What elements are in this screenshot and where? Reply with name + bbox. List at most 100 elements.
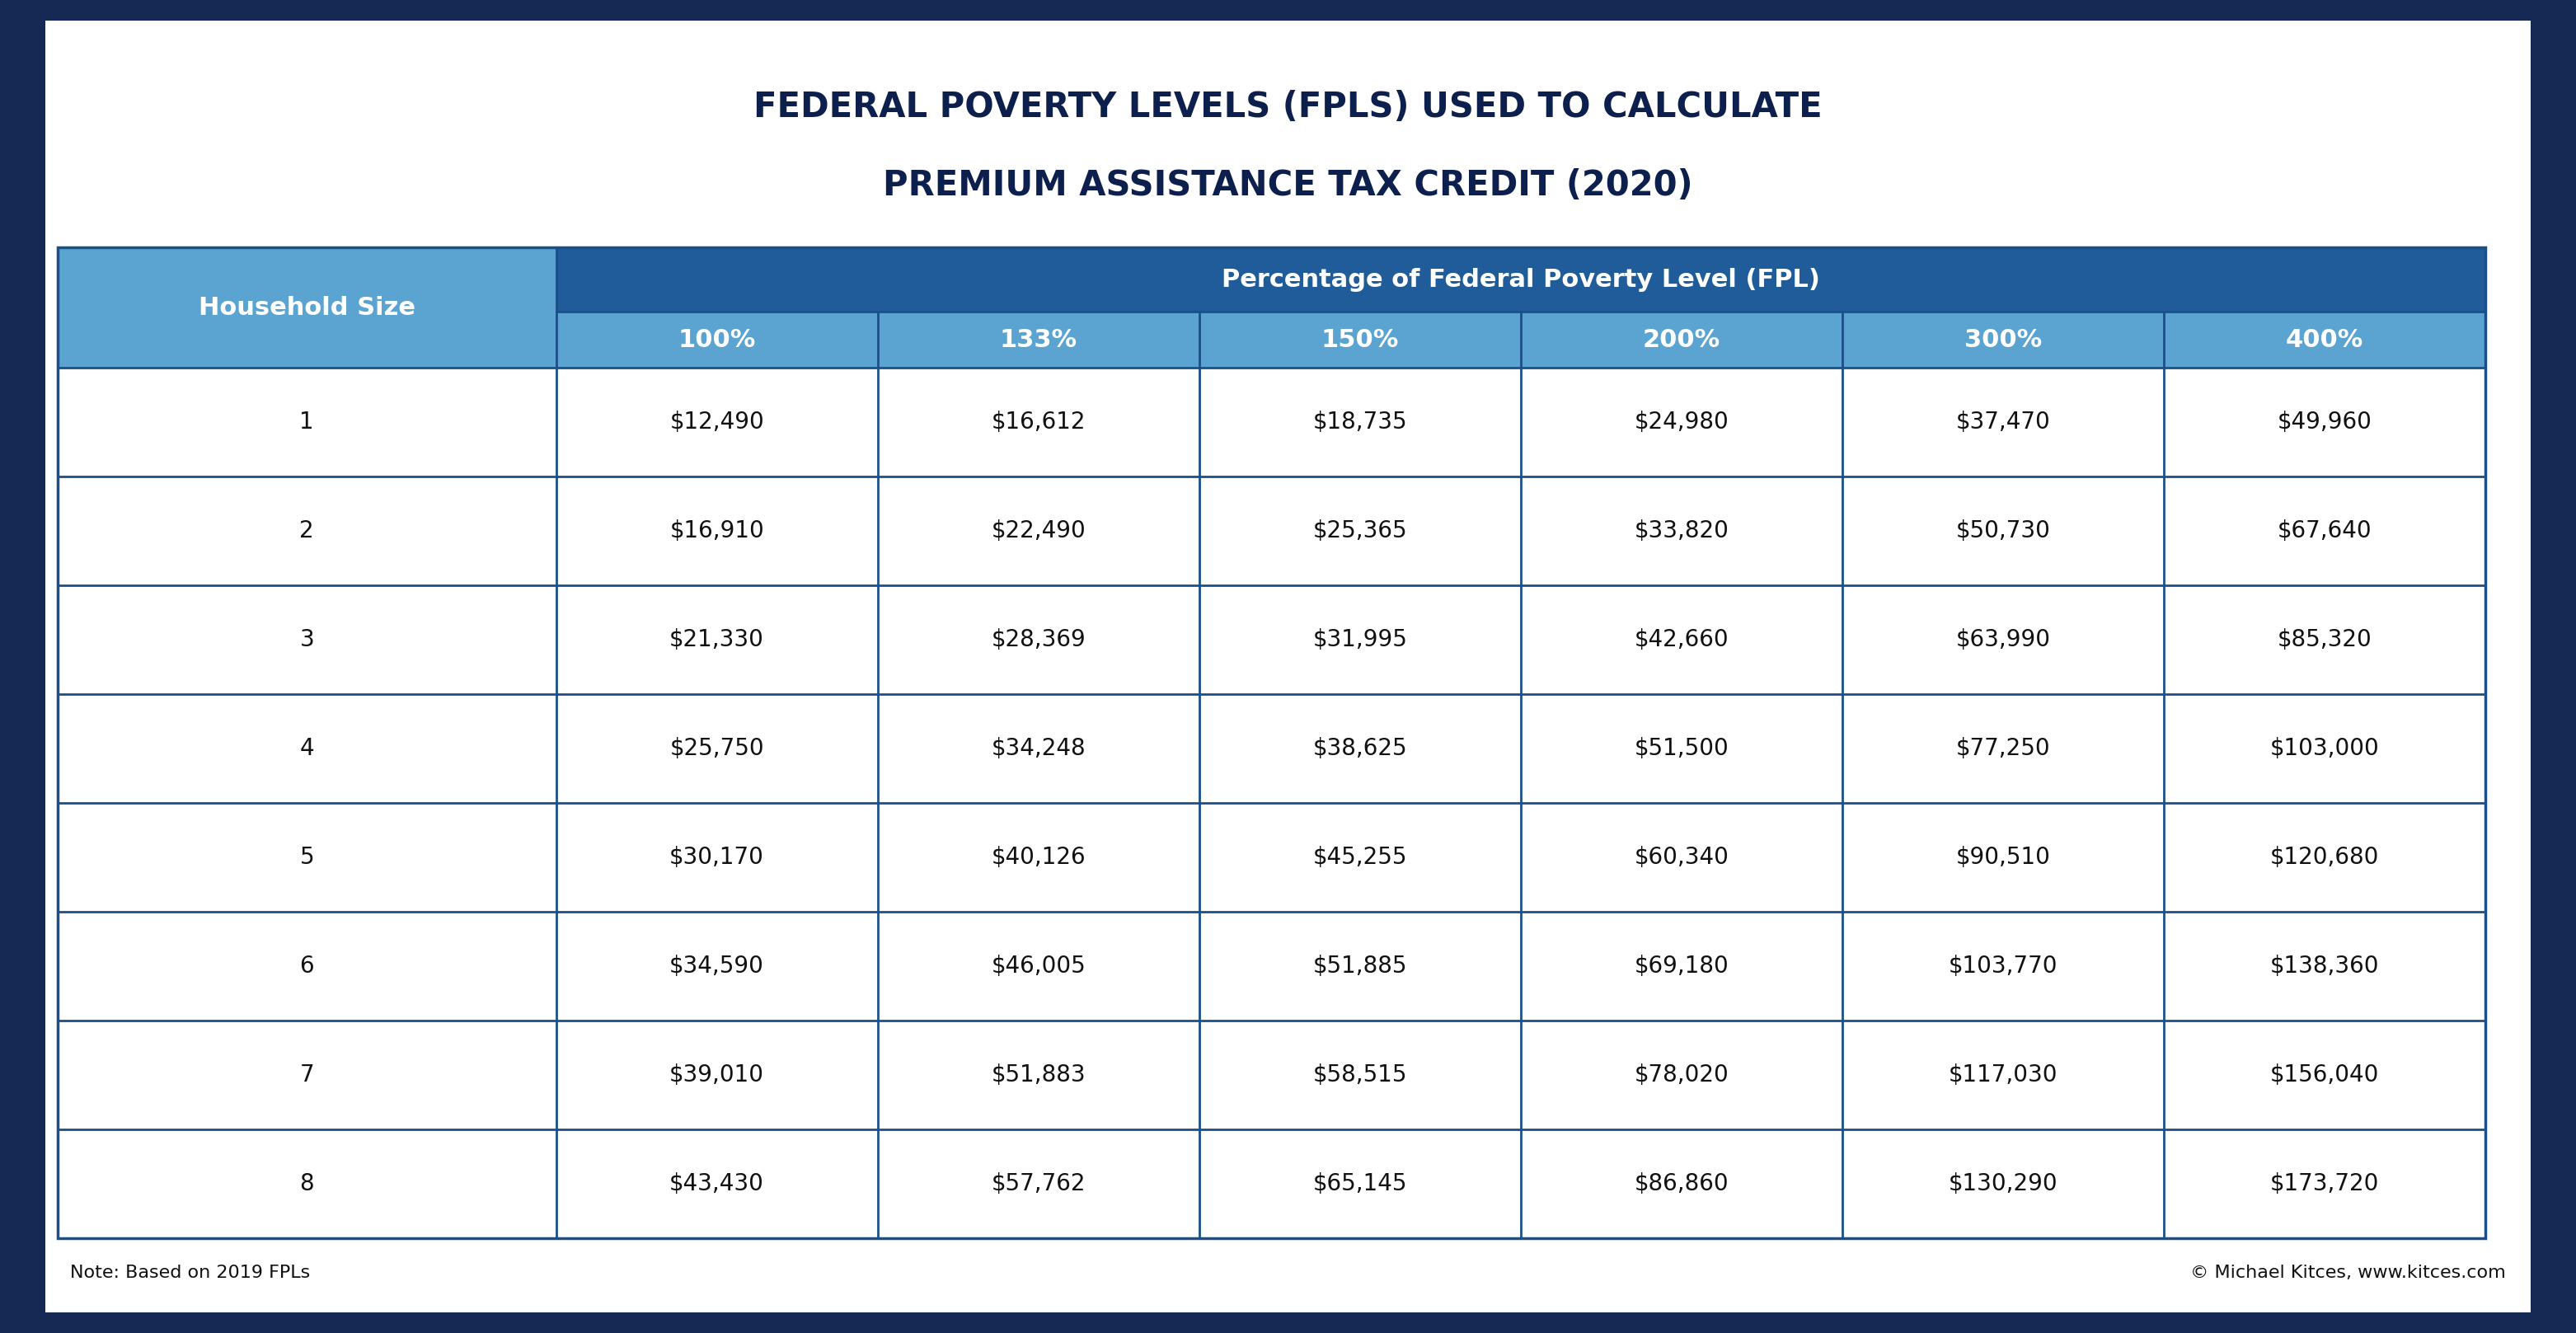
Bar (1842, 912, 2164, 1021)
Bar (1520, 585, 1842, 694)
Bar (1842, 312, 2164, 368)
Bar (46, 1313, 2530, 1333)
Text: Note: Based on 2019 FPLs: Note: Based on 2019 FPLs (70, 1265, 309, 1281)
Bar (878, 802, 1200, 912)
Bar (1200, 476, 1520, 585)
Bar (2164, 368, 2486, 476)
Text: FEDERAL POVERTY LEVELS (FPLS) USED TO CALCULATE: FEDERAL POVERTY LEVELS (FPLS) USED TO CA… (755, 89, 1821, 124)
Text: 7: 7 (299, 1064, 314, 1086)
Text: 100%: 100% (677, 328, 755, 352)
Bar (2164, 802, 2486, 912)
Bar (878, 1021, 1200, 1129)
Bar (1842, 694, 2164, 802)
Bar (1842, 368, 2164, 476)
Text: $51,883: $51,883 (992, 1064, 1084, 1086)
Bar (2164, 912, 2486, 1021)
Bar (57, 1129, 556, 1238)
Bar (1520, 368, 1842, 476)
Text: 300%: 300% (1963, 328, 2043, 352)
Bar (878, 585, 1200, 694)
Text: $24,980: $24,980 (1633, 411, 1728, 433)
Text: $18,735: $18,735 (1314, 411, 1406, 433)
Text: $42,660: $42,660 (1633, 628, 1728, 652)
Text: $69,180: $69,180 (1633, 954, 1728, 977)
Text: 4: 4 (299, 737, 314, 760)
Text: $39,010: $39,010 (670, 1064, 765, 1086)
Text: $46,005: $46,005 (992, 954, 1084, 977)
Text: 150%: 150% (1321, 328, 1399, 352)
Text: $86,860: $86,860 (1633, 1172, 1728, 1196)
Text: 1: 1 (299, 411, 314, 433)
Text: $50,730: $50,730 (1955, 520, 2050, 543)
Bar (2164, 1129, 2486, 1238)
Text: $34,590: $34,590 (670, 954, 765, 977)
Bar (57, 802, 556, 912)
Bar (556, 248, 2486, 312)
Bar (556, 312, 878, 368)
Bar (1520, 912, 1842, 1021)
Bar (878, 1129, 1200, 1238)
Text: $31,995: $31,995 (1314, 628, 1406, 652)
Bar (878, 312, 1200, 368)
Bar (1520, 312, 1842, 368)
Bar (556, 1021, 878, 1129)
Bar (57, 694, 556, 802)
Bar (2164, 1021, 2486, 1129)
Text: $16,612: $16,612 (992, 411, 1084, 433)
Text: $33,820: $33,820 (1633, 520, 1728, 543)
Text: $120,680: $120,680 (2269, 846, 2380, 869)
Text: $173,720: $173,720 (2269, 1172, 2380, 1196)
Bar (556, 368, 878, 476)
Bar (1200, 1129, 1520, 1238)
Bar (878, 694, 1200, 802)
Bar (1200, 312, 1520, 368)
Bar (1520, 476, 1842, 585)
Text: $85,320: $85,320 (2277, 628, 2372, 652)
Text: 3: 3 (299, 628, 314, 652)
Bar (1842, 476, 2164, 585)
Bar (556, 694, 878, 802)
Bar (57, 912, 556, 1021)
Text: $130,290: $130,290 (1947, 1172, 2058, 1196)
Bar (57, 585, 556, 694)
Text: $37,470: $37,470 (1955, 411, 2050, 433)
Text: © Michael Kitces, www.kitces.com: © Michael Kitces, www.kitces.com (2190, 1265, 2506, 1281)
Bar (556, 1129, 878, 1238)
Text: $51,885: $51,885 (1314, 954, 1406, 977)
Text: $51,500: $51,500 (1633, 737, 1728, 760)
Text: $156,040: $156,040 (2269, 1064, 2380, 1086)
Bar (1200, 912, 1520, 1021)
Text: $90,510: $90,510 (1955, 846, 2050, 869)
Bar (1200, 585, 1520, 694)
Text: $30,170: $30,170 (670, 846, 765, 869)
Bar (1520, 1021, 1842, 1129)
Bar (2164, 312, 2486, 368)
Text: $22,490: $22,490 (992, 520, 1084, 543)
Text: Percentage of Federal Poverty Level (FPL): Percentage of Federal Poverty Level (FPL… (1221, 268, 1819, 292)
Text: $117,030: $117,030 (1947, 1064, 2058, 1086)
Text: $40,126: $40,126 (992, 846, 1084, 869)
Text: $138,360: $138,360 (2269, 954, 2380, 977)
Bar (57, 476, 556, 585)
Text: 6: 6 (299, 954, 314, 977)
Text: $67,640: $67,640 (2277, 520, 2372, 543)
Text: $77,250: $77,250 (1955, 737, 2050, 760)
Bar (57, 1021, 556, 1129)
Bar (878, 912, 1200, 1021)
Bar (556, 912, 878, 1021)
Bar (46, 0, 2530, 20)
Text: $21,330: $21,330 (670, 628, 765, 652)
Bar (2164, 585, 2486, 694)
Text: PREMIUM ASSISTANCE TAX CREDIT (2020): PREMIUM ASSISTANCE TAX CREDIT (2020) (884, 168, 1692, 203)
Text: $45,255: $45,255 (1314, 846, 1406, 869)
Bar (556, 585, 878, 694)
Bar (1842, 1129, 2164, 1238)
Text: $103,000: $103,000 (2269, 737, 2380, 760)
Text: $57,762: $57,762 (992, 1172, 1084, 1196)
Text: $34,248: $34,248 (992, 737, 1084, 760)
Bar (2164, 694, 2486, 802)
Text: 2: 2 (299, 520, 314, 543)
Text: $103,770: $103,770 (1947, 954, 2058, 977)
Text: $65,145: $65,145 (1314, 1172, 1406, 1196)
Text: 200%: 200% (1643, 328, 1721, 352)
